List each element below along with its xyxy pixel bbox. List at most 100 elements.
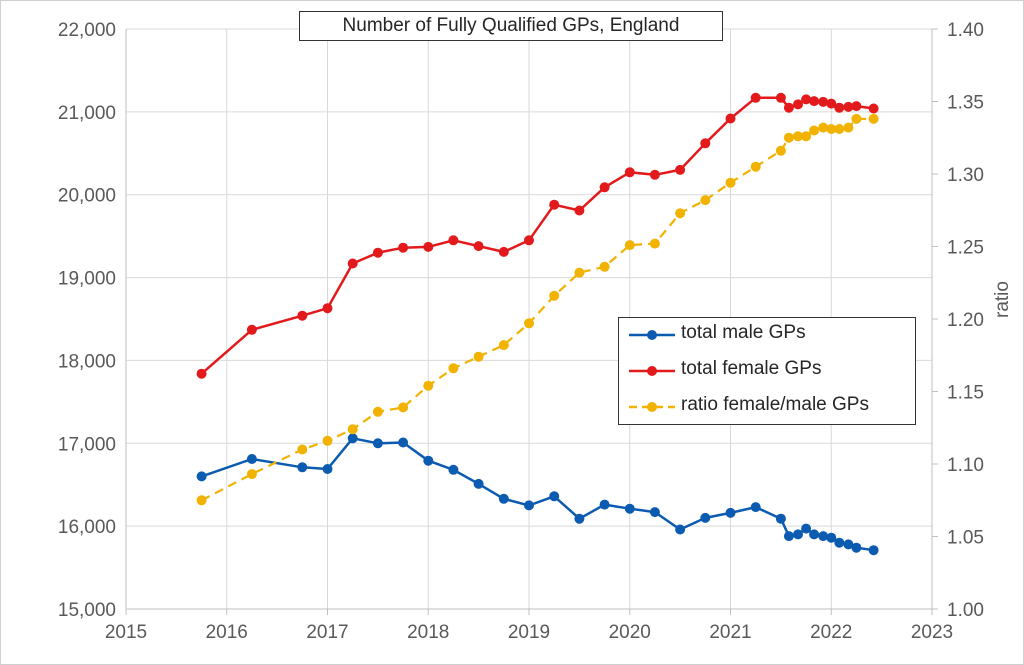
data-point — [473, 351, 484, 362]
data-point — [843, 539, 854, 550]
data-point — [868, 545, 879, 556]
legend-item-male: total male GPs — [619, 320, 915, 350]
data-point — [826, 124, 837, 134]
data-point — [818, 531, 829, 542]
legend-swatch-female — [629, 366, 675, 376]
data-point — [524, 235, 534, 246]
data-point — [700, 512, 711, 523]
legend-swatch-ratio — [629, 402, 675, 412]
legend-label-ratio: ratio female/male GPs — [681, 394, 869, 415]
data-point — [851, 101, 862, 112]
data-point — [649, 507, 660, 518]
y2-tick-label: 1.05 — [947, 528, 984, 549]
data-point — [725, 507, 736, 518]
y2-axis-label: ratio — [992, 281, 1013, 318]
legend-label-male: total male GPs — [681, 322, 806, 343]
data-point — [826, 532, 837, 543]
data-point — [809, 529, 820, 540]
y-tick-label: 22,000 — [58, 20, 116, 41]
data-point — [700, 138, 711, 149]
data-point — [809, 125, 820, 136]
x-tick-labels: 2015 2016 2017 2018 2019 2020 2021 2022 2023 — [105, 622, 953, 643]
data-point — [297, 462, 308, 473]
data-point — [423, 455, 434, 466]
y2-tick-label: 1.25 — [947, 238, 984, 259]
data-point — [834, 537, 845, 548]
legend-label-female: total female GPs — [681, 358, 822, 379]
data-point — [834, 124, 845, 134]
x-tick-label: 2020 — [609, 622, 651, 643]
data-point — [793, 99, 803, 110]
series-male — [196, 433, 879, 556]
legend-swatch-male — [629, 330, 675, 340]
data-point — [793, 529, 803, 540]
data-point — [725, 177, 736, 188]
data-point — [775, 92, 786, 103]
data-point — [818, 96, 829, 107]
data-point — [448, 464, 459, 475]
data-point — [473, 241, 484, 252]
data-point — [624, 503, 635, 514]
data-point — [372, 247, 383, 258]
data-point — [700, 195, 711, 206]
data-point — [783, 102, 794, 113]
y-tick-label: 21,000 — [58, 103, 116, 124]
y-tick-label: 15,000 — [58, 600, 116, 621]
y2-tick-label: 1.15 — [947, 383, 984, 404]
x-tick-label: 2015 — [105, 622, 147, 643]
y-tick-labels: 15,000 16,000 17,000 18,000 19,000 20,000 21,0… — [58, 20, 116, 621]
x-tick-label: 2018 — [407, 622, 449, 643]
y-tick-label: 18,000 — [58, 351, 116, 372]
data-point — [851, 113, 862, 124]
data-point — [549, 199, 560, 210]
data-point — [783, 531, 794, 542]
x-tick-label: 2019 — [508, 622, 550, 643]
data-point — [818, 122, 829, 133]
data-point — [775, 513, 786, 524]
data-point — [524, 318, 534, 329]
data-point — [649, 238, 660, 249]
data-point — [246, 469, 257, 480]
y2-tick-label: 1.35 — [947, 93, 984, 114]
data-point — [675, 164, 686, 175]
y2-tick-label: 1.40 — [947, 20, 984, 41]
y2-tick-labels: 1.00 1.05 1.10 1.15 1.20 1.25 1.30 1.35 1.40 — [947, 20, 984, 621]
series-line — [201, 437, 874, 552]
x-tick-label: 2017 — [306, 622, 348, 643]
data-point — [297, 310, 308, 321]
y2-tick-label: 1.00 — [947, 600, 984, 621]
legend-item-female: total female GPs — [619, 356, 915, 386]
data-point — [322, 303, 333, 314]
data-point — [868, 103, 879, 114]
axes — [125, 28, 938, 615]
data-point — [826, 98, 837, 109]
data-point — [868, 113, 879, 124]
data-point — [498, 493, 509, 504]
x-tick-label: 2022 — [810, 622, 852, 643]
data-point — [574, 267, 585, 278]
data-point — [809, 96, 820, 107]
data-point — [398, 402, 409, 413]
series-female — [196, 92, 879, 379]
x-tick-label: 2023 — [911, 622, 953, 643]
y2-tick-label: 1.30 — [947, 165, 984, 186]
y2-tick-label: 1.20 — [947, 310, 984, 331]
data-point — [322, 464, 333, 474]
data-point — [599, 182, 610, 193]
data-point — [574, 513, 585, 524]
y-tick-label: 20,000 — [58, 186, 116, 207]
data-point — [801, 131, 812, 142]
data-point — [599, 261, 610, 272]
data-point — [725, 113, 736, 124]
data-point — [448, 363, 459, 374]
data-point — [624, 167, 635, 178]
data-point — [750, 502, 761, 513]
series-ratio — [196, 113, 879, 506]
data-point — [775, 145, 786, 156]
data-point — [322, 435, 333, 446]
data-point — [750, 92, 761, 103]
data-point — [398, 242, 409, 253]
y2-tick-label: 1.10 — [947, 455, 984, 476]
data-point — [549, 290, 560, 301]
